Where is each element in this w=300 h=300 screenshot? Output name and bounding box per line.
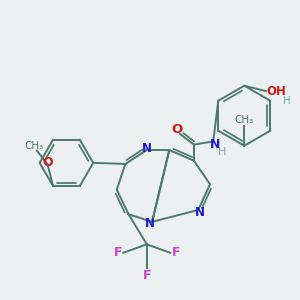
Text: O: O [42, 156, 53, 169]
Text: N: N [142, 142, 152, 155]
Text: F: F [114, 246, 122, 260]
Text: N: N [195, 206, 206, 219]
Text: O: O [171, 123, 182, 136]
Text: F: F [142, 269, 151, 282]
Text: H: H [218, 147, 226, 157]
Text: F: F [172, 246, 180, 260]
Text: OH: OH [266, 85, 286, 98]
Text: CH₃: CH₃ [24, 141, 44, 152]
Text: N: N [210, 138, 220, 151]
Text: H: H [283, 96, 291, 106]
Text: N: N [145, 218, 155, 230]
Text: CH₃: CH₃ [235, 115, 254, 125]
